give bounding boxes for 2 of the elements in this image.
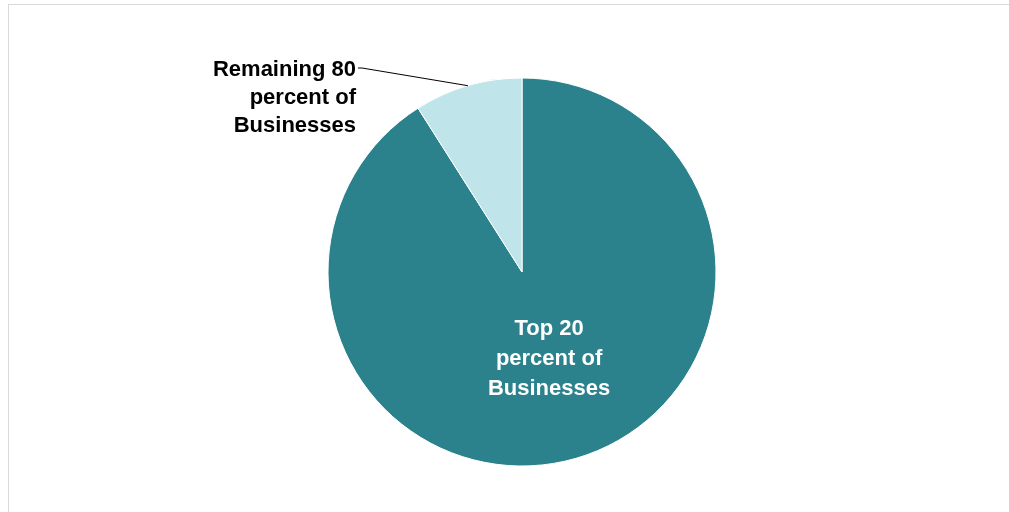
slice-label: Remaining 80 percent of Businesses — [212, 56, 357, 137]
slice-label: Top 20 percent of Businesses — [487, 315, 611, 401]
